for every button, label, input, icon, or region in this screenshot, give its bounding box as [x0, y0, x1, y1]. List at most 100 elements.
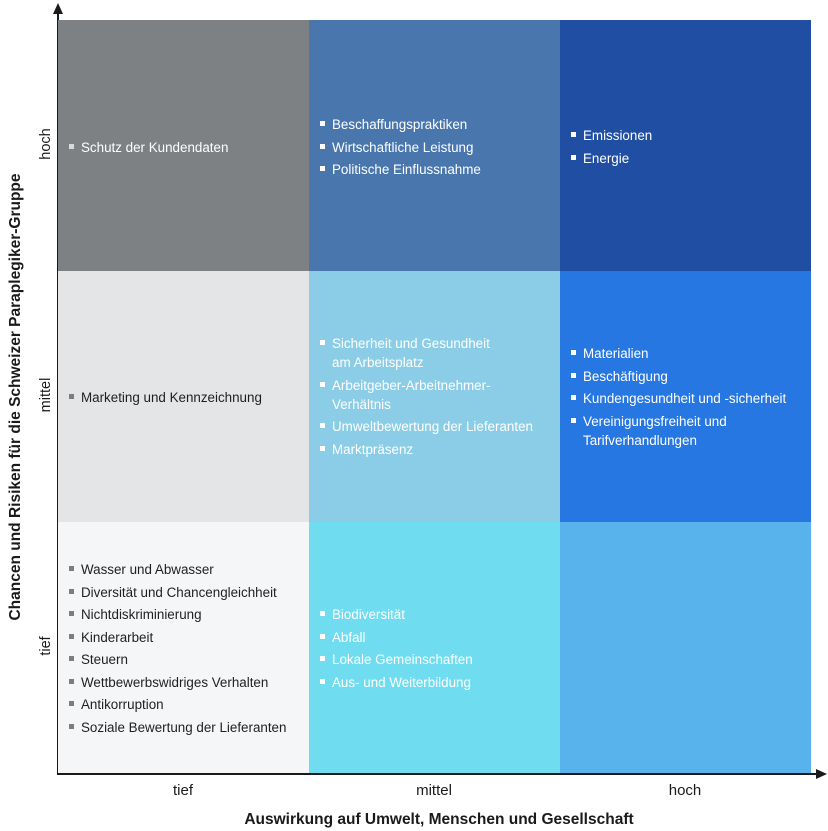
topic-label: Biodiversität [332, 607, 405, 622]
topic-item: Sicherheit und Gesundheit am Arbeitsplat… [320, 332, 552, 374]
cell-mittel-mittel: Sicherheit und Gesundheit am Arbeitsplat… [309, 271, 560, 522]
bullet-icon [69, 566, 74, 571]
bullet-icon [320, 381, 325, 387]
topic-item: Beschäftigung [571, 365, 803, 388]
topic-label: Diversität und Chancengleichheit [81, 584, 277, 600]
topic-list: Materialien Beschäftigung Kundengesundheit… [571, 342, 803, 451]
topic-item: Umweltbewertung der Lieferanten [320, 415, 552, 438]
topic-item: Soziale Bewertung der Lieferanten [69, 716, 301, 739]
bullet-icon [320, 445, 325, 451]
topic-label: Sicherheit und Gesundheit am Arbeitsplat… [332, 336, 490, 370]
topic-item: Schutz der Kundendaten [69, 136, 301, 159]
topic-item: Steuern [69, 648, 301, 671]
materiality-matrix: Schutz der Kundendaten Beschaffungsprakt… [58, 20, 811, 773]
bullet-icon [571, 132, 576, 137]
bullet-icon [69, 394, 74, 399]
x-axis-title: Auswirkung auf Umwelt, Menschen und Gese… [244, 811, 634, 828]
cell-tief-tief: Wasser und Abwasser Diversität und Chance… [58, 522, 309, 773]
topic-item: Energie [571, 147, 803, 170]
x-axis-arrow [816, 769, 827, 779]
topic-label: Beschäftigung [583, 368, 668, 384]
topic-label: Soziale Bewertung der Lieferanten [81, 719, 287, 735]
bullet-icon [320, 423, 325, 428]
bullet-icon [320, 166, 325, 171]
cell-tief-hoch [560, 522, 811, 773]
bullet-icon [69, 723, 74, 729]
cell-hoch-tief: Schutz der Kundendaten [58, 20, 309, 271]
topic-item: Marktpräsenz [320, 438, 552, 461]
topic-label: Marktpräsenz [332, 441, 414, 457]
cell-mittel-hoch: Materialien Beschäftigung Kundengesundheit… [560, 271, 811, 522]
topic-label: Vereinigungsfreiheit und Tarifverhandlun… [583, 413, 727, 448]
topic-item: Wettbewerbswidriges Verhalten [69, 671, 301, 694]
topic-item: Wasser und Abwasser [69, 558, 301, 581]
bullet-icon [69, 633, 74, 639]
bullet-icon [571, 154, 576, 160]
topic-item: Biodiversität [320, 603, 552, 626]
topic-label: Wasser und Abwasser [81, 562, 214, 577]
topic-list: Marketing und Kennzeichnung [69, 386, 301, 409]
bullet-icon [320, 678, 325, 684]
topic-label: Kinderarbeit [81, 629, 154, 645]
topic-item: Abfall [320, 626, 552, 649]
bullet-icon [69, 588, 74, 594]
cell-tief-mittel: Biodiversität Abfall Lokale Gemeinschaften… [309, 522, 560, 773]
topic-label: Beschaffungspraktiken [332, 117, 468, 132]
topic-list: Biodiversität Abfall Lokale Gemeinschaften… [320, 603, 552, 693]
topic-label: Kundengesundheit und -sicherheit [583, 391, 787, 406]
topic-label: Schutz der Kundendaten [81, 140, 229, 155]
topic-label: Emissionen [583, 128, 653, 143]
bullet-icon [571, 395, 576, 400]
topic-item: Arbeitgeber-Arbeitnehmer- Verhältnis [320, 374, 552, 416]
topic-label: Steuern [81, 652, 128, 667]
topic-label: Umweltbewertung der Lieferanten [332, 419, 533, 434]
bullet-icon [320, 611, 325, 616]
bullet-icon [320, 121, 325, 126]
topic-label: Wettbewerbswidriges Verhalten [81, 674, 269, 690]
topic-item: Lokale Gemeinschaften [320, 648, 552, 671]
topic-item: Wirtschaftliche Leistung [320, 136, 552, 159]
bullet-icon [69, 656, 74, 661]
bullet-icon [69, 678, 74, 684]
topic-item: Nichtdiskriminierung [69, 603, 301, 626]
bullet-icon [571, 417, 576, 423]
x-level-tief: tief [172, 782, 193, 799]
topic-item: Beschaffungspraktiken [320, 113, 552, 136]
y-axis-arrow [53, 3, 63, 14]
topic-item: Antikorruption [69, 693, 301, 716]
topic-list: Emissionen Energie [571, 124, 803, 169]
cell-hoch-mittel: Beschaffungspraktiken Wirtschaftliche Lei… [309, 20, 560, 271]
topic-item: Materialien [571, 342, 803, 365]
cell-mittel-tief: Marketing und Kennzeichnung [58, 271, 309, 522]
y-level-tief: tief [38, 636, 54, 656]
topic-list: Sicherheit und Gesundheit am Arbeitsplat… [320, 332, 552, 460]
topic-label: Marketing und Kennzeichnung [81, 390, 262, 405]
topic-label: Wirtschaftliche Leistung [332, 139, 474, 155]
topic-item: Politische Einflussnahme [320, 158, 552, 181]
topic-label: Nichtdiskriminierung [81, 607, 202, 622]
topic-item: Emissionen [571, 124, 803, 147]
bullet-icon [320, 633, 325, 639]
topic-label: Politische Einflussnahme [332, 162, 481, 177]
x-level-mittel: mittel [416, 782, 452, 799]
y-level-mittel: mittel [38, 377, 54, 413]
topic-label: Arbeitgeber-Arbeitnehmer- Verhältnis [332, 377, 491, 412]
cell-hoch-hoch: Emissionen Energie [560, 20, 811, 271]
topic-item: Kinderarbeit [69, 626, 301, 649]
topic-item: Diversität und Chancengleichheit [69, 581, 301, 604]
bullet-icon [69, 611, 74, 616]
bullet-icon [69, 701, 74, 706]
topic-list: Schutz der Kundendaten [69, 136, 301, 159]
bullet-icon [571, 372, 576, 378]
topic-label: Energie [583, 150, 630, 166]
bullet-icon [320, 340, 325, 345]
topic-label: Materialien [583, 346, 649, 361]
topic-item: Aus- und Weiterbildung [320, 671, 552, 694]
bullet-icon [320, 656, 325, 661]
topic-item: Vereinigungsfreiheit und Tarifverhandlun… [571, 410, 803, 452]
topic-list: Beschaffungspraktiken Wirtschaftliche Lei… [320, 113, 552, 181]
y-axis-title: Chancen und Risiken für die Schweizer Pa… [7, 173, 24, 621]
bullet-icon [69, 144, 74, 149]
topic-list: Wasser und Abwasser Diversität und Chance… [69, 558, 301, 738]
topic-item: Marketing und Kennzeichnung [69, 386, 301, 409]
